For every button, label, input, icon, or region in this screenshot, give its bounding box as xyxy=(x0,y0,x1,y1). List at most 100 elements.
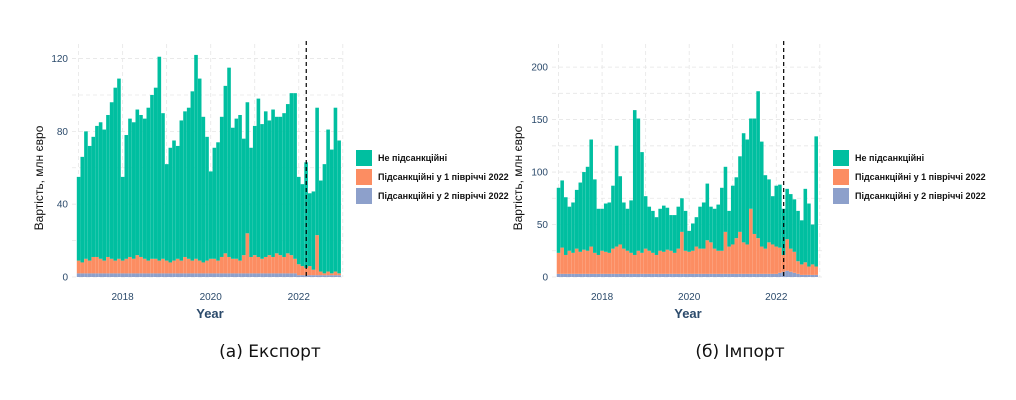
bar-segment-sanctioned-h2 xyxy=(658,273,662,277)
bar-segment-not-sanctioned xyxy=(179,120,184,261)
bar-segment-not-sanctioned xyxy=(585,166,590,251)
bar-segment-not-sanctioned xyxy=(705,183,710,241)
x-tick-label: 2022 xyxy=(765,292,788,303)
bar-segment-sanctioned-h2 xyxy=(676,273,681,277)
bar-segment-sanctioned-h1 xyxy=(614,246,619,274)
bar-segment-sanctioned-h1 xyxy=(153,258,158,274)
bar-segment-not-sanctioned xyxy=(694,217,699,247)
bar-segment-not-sanctioned xyxy=(84,131,88,259)
bar-segment-sanctioned-h2 xyxy=(727,273,731,277)
bar-segment-sanctioned-h1 xyxy=(120,260,125,274)
bar-segment-sanctioned-h1 xyxy=(241,255,246,274)
bar-segment-sanctioned-h2 xyxy=(289,273,294,277)
bar-segment-not-sanctioned xyxy=(157,56,162,261)
bar-segment-not-sanctioned xyxy=(197,78,202,261)
bar-segment-not-sanctioned xyxy=(124,135,129,259)
bar-segment-not-sanctioned xyxy=(661,205,666,252)
bar-segment-sanctioned-h2 xyxy=(607,273,612,277)
bar-segment-not-sanctioned xyxy=(128,118,132,257)
bar-segment-not-sanctioned xyxy=(596,208,601,255)
bar-segment-not-sanctioned xyxy=(701,202,706,249)
bar-segment-not-sanctioned xyxy=(752,118,757,234)
bar-segment-not-sanctioned xyxy=(778,184,782,248)
bar-segment-sanctioned-h1 xyxy=(186,258,191,274)
bar-segment-sanctioned-h2 xyxy=(716,273,720,277)
bar-segment-sanctioned-h2 xyxy=(807,274,811,277)
bar-segment-sanctioned-h2 xyxy=(665,273,670,277)
bar-segment-sanctioned-h2 xyxy=(759,273,764,277)
bar-segment-sanctioned-h2 xyxy=(98,273,103,277)
bar-segment-sanctioned-h2 xyxy=(694,273,699,277)
bar-segment-not-sanctioned xyxy=(810,224,815,265)
bar-segment-sanctioned-h2 xyxy=(274,273,279,277)
bar-segment-not-sanctioned xyxy=(318,180,323,272)
bar-segment-sanctioned-h1 xyxy=(694,246,699,274)
bar-segment-sanctioned-h1 xyxy=(749,208,753,274)
bar-segment-not-sanctioned xyxy=(285,104,290,254)
bar-segment-sanctioned-h1 xyxy=(596,254,601,274)
bar-segment-not-sanctioned xyxy=(712,208,717,249)
bar-segment-not-sanctioned xyxy=(622,202,626,249)
bar-segment-not-sanctioned xyxy=(245,102,250,234)
bar-segment-sanctioned-h2 xyxy=(778,272,782,277)
bar-segment-not-sanctioned xyxy=(230,127,235,259)
bar-segment-sanctioned-h2 xyxy=(814,274,818,277)
bar-segment-sanctioned-h2 xyxy=(227,273,231,277)
bar-segment-sanctioned-h1 xyxy=(315,235,319,276)
bar-segment-sanctioned-h1 xyxy=(98,258,103,274)
bar-segment-not-sanctioned xyxy=(186,107,191,259)
bar-segment-not-sanctioned xyxy=(556,187,561,253)
bar-segment-sanctioned-h2 xyxy=(197,273,202,277)
bar-segment-sanctioned-h1 xyxy=(593,252,597,274)
legend: Не підсанкційні Підсанкційні у 1 піврічч… xyxy=(833,150,986,204)
bar-segment-sanctioned-h1 xyxy=(676,248,681,274)
bar-segment-sanctioned-h2 xyxy=(157,273,162,277)
bar-segment-sanctioned-h1 xyxy=(102,260,107,274)
bar-segment-not-sanctioned xyxy=(807,203,811,267)
bar-segment-sanctioned-h2 xyxy=(705,273,710,277)
bar-segment-sanctioned-h1 xyxy=(84,258,88,274)
bar-segment-not-sanctioned xyxy=(95,125,99,257)
bar-segment-sanctioned-h1 xyxy=(91,256,96,274)
bar-segment-sanctioned-h1 xyxy=(293,258,297,274)
bar-segment-sanctioned-h2 xyxy=(318,275,323,277)
legend-label: Підсанкційні у 2 півріччі 2022 xyxy=(855,191,986,201)
bar-segment-not-sanctioned xyxy=(611,185,615,249)
bar-segment-sanctioned-h1 xyxy=(278,255,283,274)
bar-segment-sanctioned-h1 xyxy=(781,254,786,272)
bar-segment-sanctioned-h1 xyxy=(318,271,323,276)
bar-segment-sanctioned-h1 xyxy=(669,250,673,274)
bar-segment-sanctioned-h2 xyxy=(102,273,107,277)
bar-segment-not-sanctioned xyxy=(146,107,151,261)
bar-segment-not-sanctioned xyxy=(593,179,597,253)
bar-segment-sanctioned-h2 xyxy=(153,273,158,277)
bar-segment-sanctioned-h2 xyxy=(249,273,253,277)
bar-segment-not-sanctioned xyxy=(194,54,198,259)
bar-segment-sanctioned-h1 xyxy=(720,250,724,274)
bar-segment-not-sanctioned xyxy=(564,197,568,255)
bar-segment-not-sanctioned xyxy=(796,210,800,262)
y-tick-label: 200 xyxy=(531,63,548,74)
bar-segment-not-sanctioned xyxy=(803,188,808,263)
bar-segment-sanctioned-h2 xyxy=(600,273,604,277)
bar-segment-sanctioned-h1 xyxy=(128,256,132,274)
bar-segment-sanctioned-h2 xyxy=(770,273,775,277)
bar-segment-sanctioned-h1 xyxy=(589,246,593,274)
bar-segment-not-sanctioned xyxy=(172,140,176,261)
bar-segment-sanctioned-h1 xyxy=(687,251,691,274)
bar-segment-sanctioned-h1 xyxy=(106,256,110,274)
bar-segment-not-sanctioned xyxy=(774,185,779,247)
bar-segment-not-sanctioned xyxy=(734,177,739,239)
bar-segment-not-sanctioned xyxy=(117,78,121,259)
bar-segment-not-sanctioned xyxy=(183,111,187,257)
bar-segment-sanctioned-h2 xyxy=(636,273,641,277)
bar-segment-sanctioned-h2 xyxy=(124,273,129,277)
bar-segment-sanctioned-h1 xyxy=(759,246,764,274)
bar-segment-not-sanctioned xyxy=(120,176,125,261)
bar-segment-sanctioned-h2 xyxy=(252,273,257,277)
bar-segment-not-sanctioned xyxy=(785,188,789,240)
bar-segment-sanctioned-h1 xyxy=(109,258,114,274)
bar-segment-sanctioned-h1 xyxy=(756,238,760,274)
bar-segment-not-sanctioned xyxy=(741,133,746,243)
